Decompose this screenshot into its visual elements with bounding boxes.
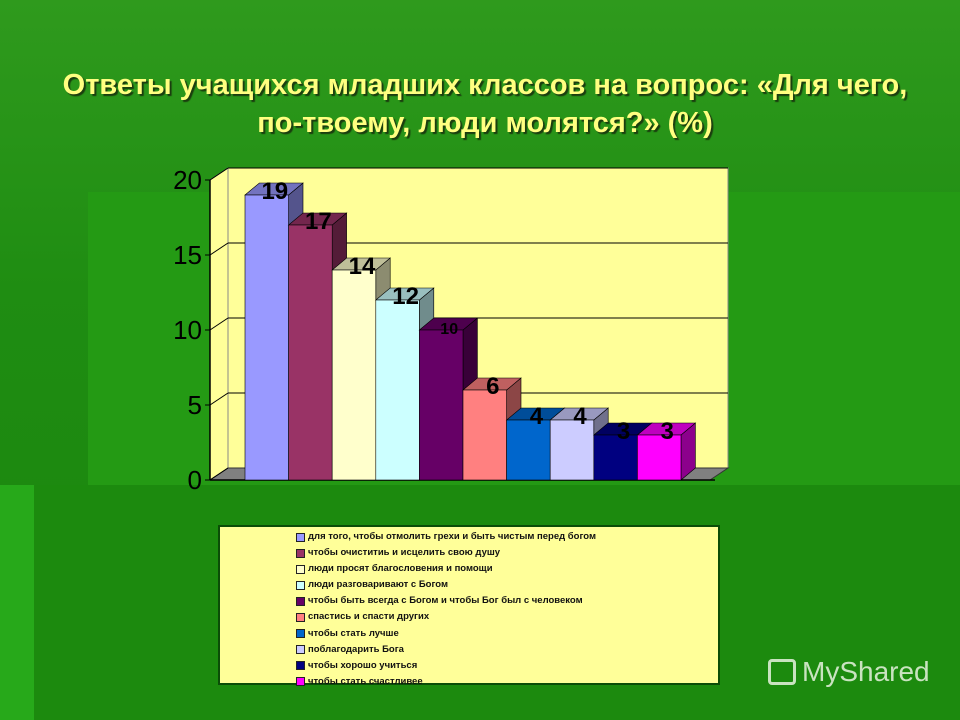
legend-item: люди просят благословения и помощи [296,561,718,577]
data-label: 12 [392,283,419,310]
legend-swatch [296,564,305,574]
legend-swatch [296,661,305,671]
y-tick-label: 5 [188,390,202,420]
data-label: 14 [349,253,376,280]
legend-swatch [296,596,305,606]
background-band [0,485,34,720]
legend-item: поблагодарить Бога [296,642,718,658]
legend-item: спастись и спасти других [296,609,718,625]
y-tick-label: 0 [188,465,202,495]
legend-swatch [296,532,305,542]
gridline-side [209,167,229,181]
legend-item: чтобы быть всегда с Богом и чтобы Бог бы… [296,593,718,609]
data-label: 4 [530,403,544,430]
chart-title: Ответы учащихся младших классов на вопро… [62,69,908,139]
legend-swatch [296,629,305,639]
legend-item: для того, чтобы отмолить грехи и быть чи… [296,529,718,545]
bar [549,419,595,481]
gridline-side [209,467,229,481]
legend-item: чтобы стать лучше [296,626,718,642]
gridline-side [209,392,229,406]
legend-swatch [296,645,305,655]
watermark-text: MyShared [802,656,930,687]
bar [375,299,420,481]
legend-item: чтобы очиститиь и исцелить свою душу [296,545,718,561]
legend-label: чтобы очиститиь и исцелить свою душу [308,547,501,559]
data-label: 3 [661,418,674,445]
gridline-side [209,317,229,331]
legend-swatch [296,580,305,590]
legend-label: для того, чтобы отмолить грехи и быть чи… [308,531,596,542]
data-label: 6 [486,373,499,400]
legend-label: спастись и спасти других [308,611,430,623]
legend-label: чтобы хорошо учиться [308,659,418,671]
legend-item: чтобы хорошо учиться [296,658,718,674]
data-label: 4 [573,403,587,430]
legend-label: поблагодарить Бога [308,643,404,655]
bar [288,224,333,481]
bar [419,329,464,481]
legend-swatch [296,613,305,623]
bar [331,269,377,481]
legend-swatch [296,548,305,558]
legend-swatch [296,677,305,687]
legend-label: чтобы стать счастливее [308,675,423,687]
y-tick-label: 15 [173,240,202,270]
legend-label: чтобы стать лучше [308,627,399,639]
legend-label: чтобы быть всегда с Богом и чтобы Бог бы… [308,595,583,607]
bar [593,434,638,481]
bar [506,419,551,481]
bar [462,389,507,481]
y-tick-label: 10 [173,315,202,345]
data-label: 3 [617,418,630,445]
legend-label: люди разговаривают с Богом [308,579,448,591]
watermark: MyShared [768,656,930,688]
data-label: 19 [261,178,288,205]
legend: для того, чтобы отмолить грехи и быть чи… [218,525,720,687]
y-tick-label: 20 [173,165,202,195]
bar [637,434,682,481]
data-label: 10 [440,321,458,338]
watermark-logo-icon [768,659,796,685]
legend-label: люди просят благословения и помощи [308,563,493,575]
gridline-side [209,242,229,256]
bar [244,194,289,481]
data-label: 17 [305,208,332,235]
legend-item: люди разговаривают с Богом [296,577,718,593]
legend-item: чтобы стать счастливее [296,674,718,690]
